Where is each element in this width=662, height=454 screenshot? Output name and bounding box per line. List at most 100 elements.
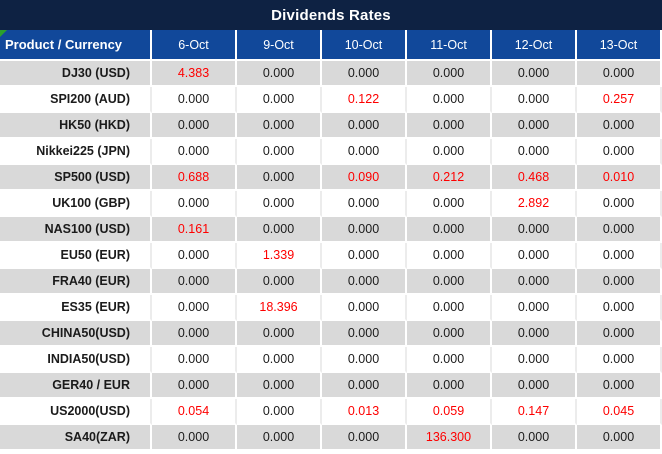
product-cell: ES35 (EUR): [0, 295, 152, 321]
product-cell: CHINA50(USD): [0, 321, 152, 347]
table-row: ES35 (EUR) 0.000 18.396 0.000 0.000 0.000 0.00…: [0, 295, 662, 321]
value-cell: 0.000: [322, 191, 407, 217]
value-cell: 0.000: [322, 321, 407, 347]
column-header-date: 12-Oct: [492, 30, 577, 61]
product-cell: EU50 (EUR): [0, 243, 152, 269]
value-cell: 0.000: [492, 243, 577, 269]
value-cell: 0.000: [152, 425, 237, 451]
value-cell: 0.000: [152, 321, 237, 347]
value-cell: 0.000: [577, 295, 662, 321]
product-cell: GER40 / EUR: [0, 373, 152, 399]
value-cell: 4.383: [152, 61, 237, 87]
column-header-product-currency: Product / Currency: [0, 30, 152, 61]
value-cell: 0.000: [237, 61, 322, 87]
value-cell: 0.000: [407, 347, 492, 373]
value-cell: 0.000: [492, 113, 577, 139]
value-cell: 0.000: [322, 243, 407, 269]
value-cell: 136.300: [407, 425, 492, 451]
value-cell: 0.000: [407, 139, 492, 165]
value-cell: 0.000: [407, 61, 492, 87]
value-cell: 0.000: [322, 425, 407, 451]
value-cell: 0.000: [152, 191, 237, 217]
value-cell: 0.000: [152, 295, 237, 321]
value-cell: 0.000: [492, 373, 577, 399]
value-cell: 0.000: [407, 191, 492, 217]
value-cell: 0.000: [407, 87, 492, 113]
value-cell: 0.000: [237, 217, 322, 243]
table-body: DJ30 (USD) 4.383 0.000 0.000 0.000 0.000 0.000…: [0, 61, 662, 451]
value-cell: 0.000: [322, 295, 407, 321]
value-cell: 0.000: [237, 113, 322, 139]
value-cell: 0.000: [492, 425, 577, 451]
table-row: CHINA50(USD) 0.000 0.000 0.000 0.000 0.000 0.0…: [0, 321, 662, 347]
value-cell: 0.161: [152, 217, 237, 243]
column-header-date: 13-Oct: [577, 30, 662, 61]
value-cell: 0.000: [237, 87, 322, 113]
table-row: SA40(ZAR) 0.000 0.000 0.000 136.300 0.000 0.00…: [0, 425, 662, 451]
table-row: SP500 (USD) 0.688 0.000 0.090 0.212 0.468 0.01…: [0, 165, 662, 191]
excel-corner-marker-icon: [0, 30, 7, 37]
product-cell: SP500 (USD): [0, 165, 152, 191]
value-cell: 0.000: [322, 61, 407, 87]
value-cell: 0.000: [492, 321, 577, 347]
value-cell: 0.000: [152, 347, 237, 373]
table-row: US2000(USD) 0.054 0.000 0.013 0.059 0.147 0.04…: [0, 399, 662, 425]
value-cell: 0.000: [322, 139, 407, 165]
value-cell: 0.000: [407, 243, 492, 269]
table-row: Nikkei225 (JPN) 0.000 0.000 0.000 0.000 0.000…: [0, 139, 662, 165]
column-header-date: 6-Oct: [152, 30, 237, 61]
value-cell: 0.257: [577, 87, 662, 113]
value-cell: 0.000: [577, 347, 662, 373]
value-cell: 0.000: [492, 61, 577, 87]
product-cell: INDIA50(USD): [0, 347, 152, 373]
value-cell: 0.688: [152, 165, 237, 191]
value-cell: 0.000: [577, 243, 662, 269]
value-cell: 1.339: [237, 243, 322, 269]
column-header-date: 11-Oct: [407, 30, 492, 61]
value-cell: 0.000: [492, 217, 577, 243]
value-cell: 0.013: [322, 399, 407, 425]
value-cell: 0.000: [492, 87, 577, 113]
table-row: HK50 (HKD) 0.000 0.000 0.000 0.000 0.000 0.000: [0, 113, 662, 139]
value-cell: 0.045: [577, 399, 662, 425]
value-cell: 0.000: [237, 269, 322, 295]
value-cell: 0.000: [237, 191, 322, 217]
table-row: SPI200 (AUD) 0.000 0.000 0.122 0.000 0.000 0.2…: [0, 87, 662, 113]
value-cell: 0.000: [152, 139, 237, 165]
value-cell: 0.000: [152, 373, 237, 399]
value-cell: 0.000: [407, 217, 492, 243]
value-cell: 0.000: [237, 139, 322, 165]
value-cell: 0.000: [237, 399, 322, 425]
product-cell: Nikkei225 (JPN): [0, 139, 152, 165]
table-header-row: Product / Currency 6-Oct 9-Oct 10-Oct 11…: [0, 30, 662, 61]
value-cell: 0.000: [322, 217, 407, 243]
value-cell: 0.000: [152, 269, 237, 295]
value-cell: 0.000: [577, 425, 662, 451]
value-cell: 0.000: [577, 321, 662, 347]
value-cell: 0.000: [492, 139, 577, 165]
value-cell: 0.147: [492, 399, 577, 425]
value-cell: 2.892: [492, 191, 577, 217]
value-cell: 0.000: [492, 347, 577, 373]
value-cell: 0.468: [492, 165, 577, 191]
table-row: GER40 / EUR 0.000 0.000 0.000 0.000 0.000 0.00…: [0, 373, 662, 399]
value-cell: 0.000: [577, 217, 662, 243]
value-cell: 0.090: [322, 165, 407, 191]
value-cell: 0.000: [577, 373, 662, 399]
product-cell: US2000(USD): [0, 399, 152, 425]
value-cell: 0.000: [237, 165, 322, 191]
column-header-label: Product / Currency: [5, 37, 123, 52]
value-cell: 0.212: [407, 165, 492, 191]
table-row: NAS100 (USD) 0.161 0.000 0.000 0.000 0.000 0.0…: [0, 217, 662, 243]
value-cell: 0.000: [577, 269, 662, 295]
product-cell: UK100 (GBP): [0, 191, 152, 217]
product-cell: SA40(ZAR): [0, 425, 152, 451]
value-cell: 0.000: [407, 295, 492, 321]
table-row: DJ30 (USD) 4.383 0.000 0.000 0.000 0.000 0.000: [0, 61, 662, 87]
value-cell: 0.010: [577, 165, 662, 191]
value-cell: 0.000: [577, 113, 662, 139]
title-bar: Dividends Rates: [0, 0, 662, 30]
value-cell: 0.000: [407, 373, 492, 399]
product-cell: FRA40 (EUR): [0, 269, 152, 295]
